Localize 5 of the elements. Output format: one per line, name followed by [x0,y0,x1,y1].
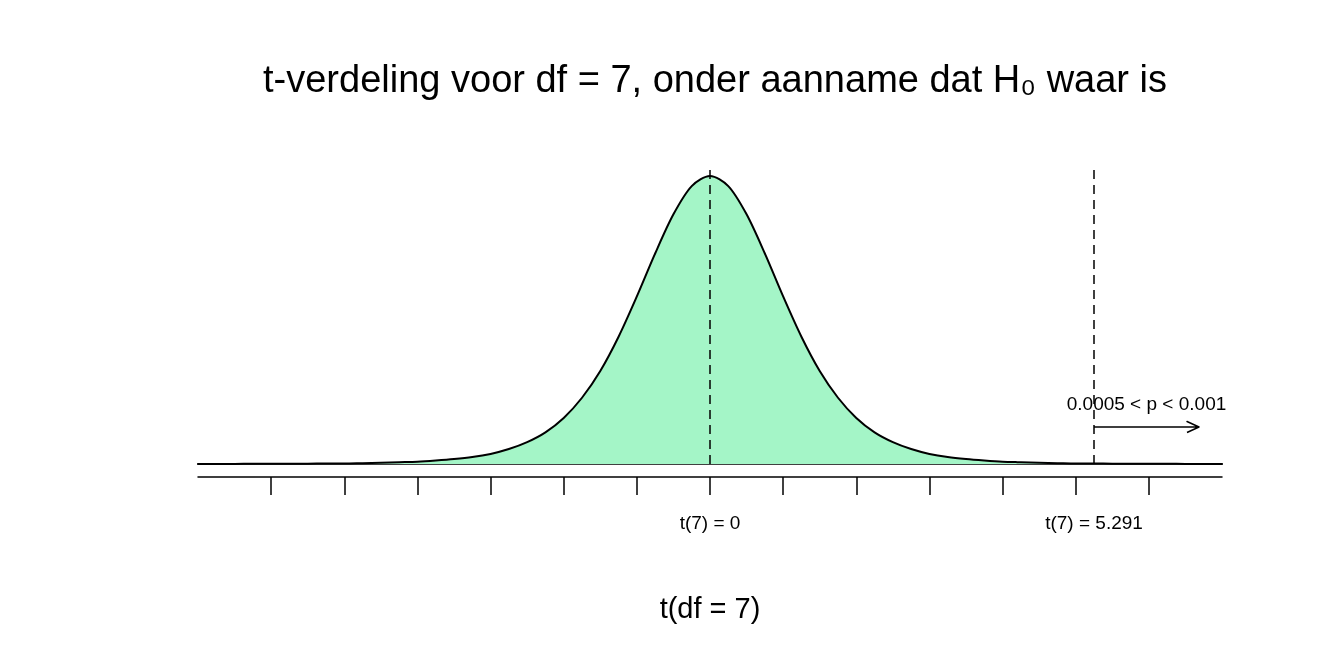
annotation: 0.0005 < p < 0.001 [1066,393,1227,415]
chart-title: t-verdeling voor df = 7, onder aanname dat H₀ waar is [263,58,1167,100]
x-axis-title: t(df = 7) [659,591,761,624]
x-tick-label: t(7) = 0 [679,512,741,533]
x-tick-label: t(7) = 5.291 [1045,512,1143,533]
